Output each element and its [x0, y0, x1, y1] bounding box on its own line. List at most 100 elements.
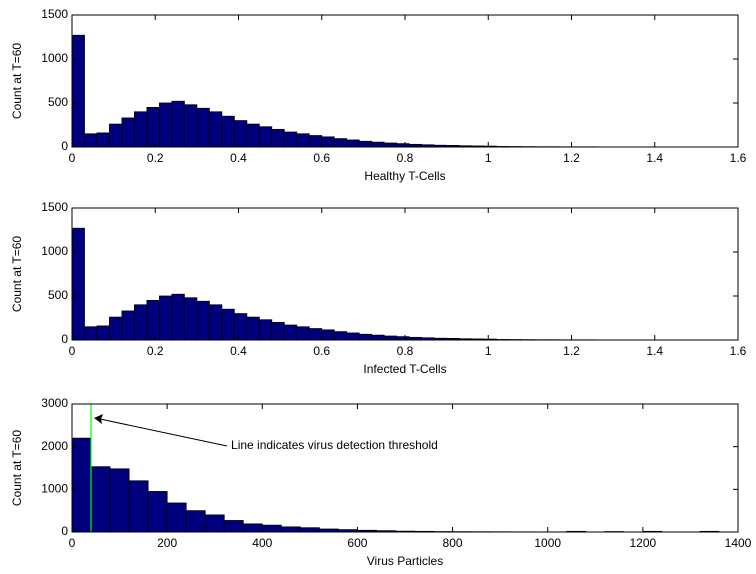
- x-tick-label: 1000: [534, 536, 561, 550]
- x-tick-label: 0.2: [147, 151, 164, 165]
- x-tick-label: 0: [69, 151, 76, 165]
- x-tick-label: 1: [485, 151, 492, 165]
- annotation-arrow: [99, 418, 228, 447]
- bar: [346, 139, 360, 148]
- bar: [134, 111, 148, 148]
- bar: [396, 143, 410, 148]
- y-axis-label: Count at T=60: [10, 43, 24, 119]
- x-tick-label: 1.2: [563, 151, 580, 165]
- bar: [371, 334, 385, 341]
- x-axis-label: Infected T-Cells: [363, 362, 446, 376]
- y-tick-label: 1500: [41, 7, 68, 21]
- x-tick-label: 1: [485, 344, 492, 358]
- bar: [71, 227, 85, 341]
- bar: [128, 480, 149, 533]
- bar: [296, 133, 310, 148]
- bar: [109, 316, 123, 341]
- y-tick-label: 500: [48, 95, 68, 109]
- x-tick-label: 1.2: [563, 344, 580, 358]
- y-tick-label: 0: [61, 139, 68, 153]
- bar: [84, 133, 98, 148]
- bar: [246, 316, 260, 341]
- x-tick-label: 0.6: [313, 344, 330, 358]
- bar: [358, 140, 373, 148]
- x-tick-label: 0.4: [230, 344, 247, 358]
- bar: [159, 102, 173, 148]
- bar: [396, 336, 410, 341]
- y-tick-label: 2000: [41, 439, 68, 453]
- bar: [308, 135, 323, 148]
- x-tick-label: 1.4: [646, 344, 663, 358]
- bar: [84, 326, 98, 341]
- bar: [96, 132, 110, 148]
- bar: [223, 520, 244, 533]
- y-tick-label: 1000: [41, 482, 68, 496]
- bar: [71, 34, 85, 148]
- bar: [242, 523, 263, 533]
- x-tick-label: 1.6: [730, 344, 747, 358]
- x-tick-label: 0.4: [230, 151, 247, 165]
- x-tick-label: 600: [347, 536, 367, 550]
- y-tick-label: 3000: [41, 396, 68, 410]
- bar: [321, 329, 335, 341]
- bar: [283, 131, 298, 148]
- bar: [208, 111, 223, 148]
- bar: [383, 142, 398, 148]
- bar: [258, 126, 273, 148]
- bar: [299, 527, 320, 533]
- bar: [258, 319, 273, 341]
- x-tick-label: 1.4: [646, 151, 663, 165]
- y-tick-label: 0: [61, 524, 68, 538]
- bar: [146, 107, 160, 148]
- bar: [96, 325, 110, 341]
- x-tick-label: 0.6: [313, 151, 330, 165]
- x-tick-label: 0.2: [147, 344, 164, 358]
- bar: [159, 295, 173, 341]
- bar: [204, 514, 225, 533]
- bar: [308, 328, 323, 341]
- y-axis-label: Count at T=60: [10, 430, 24, 506]
- y-tick-label: 1000: [41, 244, 68, 258]
- x-tick-label: 1.6: [730, 151, 747, 165]
- bar: [346, 332, 360, 341]
- bar: [171, 293, 185, 341]
- bar: [146, 299, 160, 341]
- x-axis-label: Virus Particles: [367, 554, 443, 568]
- bar: [271, 321, 285, 341]
- bar: [109, 468, 130, 533]
- y-axis-label: Count at T=60: [10, 236, 24, 312]
- bar: [358, 333, 373, 341]
- bar: [271, 128, 285, 148]
- x-tick-label: 400: [252, 536, 272, 550]
- y-tick-label: 0: [61, 332, 68, 346]
- bar: [121, 310, 135, 341]
- bar: [221, 308, 235, 341]
- bar: [233, 120, 248, 148]
- y-tick-label: 1500: [41, 200, 68, 214]
- y-tick-label: 500: [48, 288, 68, 302]
- bar: [296, 326, 310, 341]
- y-tick-label: 1000: [41, 51, 68, 65]
- bar: [196, 300, 210, 341]
- x-axis-label: Healthy T-Cells: [364, 169, 445, 183]
- arrow-head: [94, 414, 104, 424]
- bar: [280, 526, 301, 533]
- bar: [333, 138, 348, 148]
- bar: [208, 304, 223, 341]
- bar: [183, 104, 198, 148]
- bar: [196, 107, 210, 148]
- bar: [90, 466, 111, 533]
- bar: [261, 524, 282, 533]
- x-tick-label: 200: [157, 536, 177, 550]
- axes-frame: [71, 403, 739, 533]
- bar: [171, 100, 185, 148]
- bar: [121, 117, 135, 148]
- bar: [185, 510, 206, 533]
- bar: [134, 304, 148, 341]
- x-tick-label: 1400: [725, 536, 752, 550]
- x-tick-label: 0.8: [397, 151, 414, 165]
- bar: [71, 437, 92, 533]
- x-tick-label: 1200: [630, 536, 657, 550]
- bar: [109, 123, 123, 148]
